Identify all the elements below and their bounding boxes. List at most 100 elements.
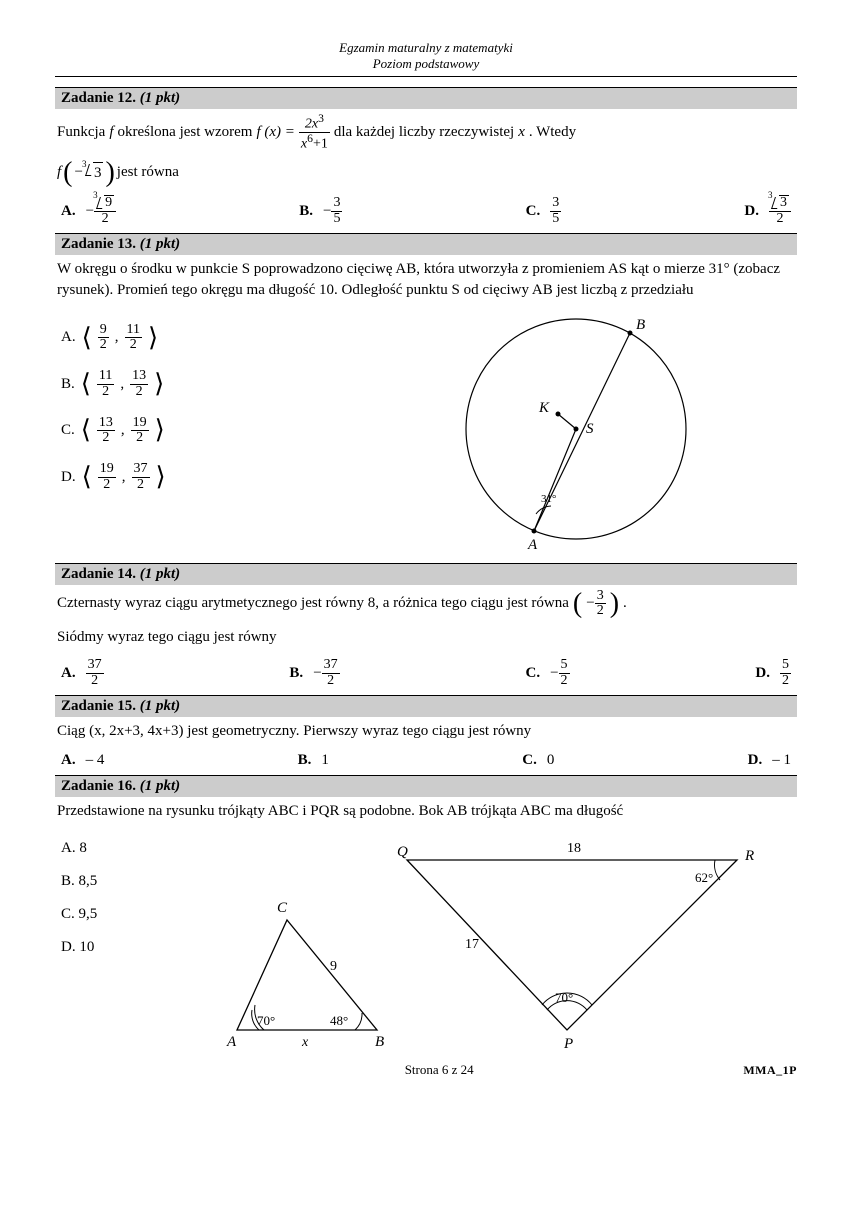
t15b: 1: [321, 752, 329, 769]
t12a-den: 2: [94, 212, 116, 227]
task12-body2: f ( − 3 3 ) jest równa: [55, 156, 797, 189]
page-header: Egzamin maturalny z matematyki Poziom po…: [55, 40, 797, 77]
task13-row: A. ⟨ 92 , 112 ⟩ B. ⟨ 112 , 132 ⟩ C. ⟨ 13…: [55, 305, 797, 563]
header-line1: Egzamin maturalny z matematyki: [55, 40, 797, 56]
t12-lhs: f (x) =: [256, 122, 294, 143]
t13-opt-c[interactable]: C. ⟨ 132 , 192 ⟩: [55, 408, 355, 454]
t12d-den: 2: [769, 212, 791, 227]
t12-f: f: [109, 122, 113, 143]
t13-opt-d[interactable]: D. ⟨ 192 , 372 ⟩: [55, 454, 355, 500]
task14-pts: (1 pkt): [140, 566, 180, 582]
task12-body: Funkcja f określona jest wzorem f (x) = …: [55, 109, 797, 157]
t16d: 10: [79, 939, 94, 955]
t12-arg-f: f: [57, 162, 61, 183]
t13d-d: 2: [132, 478, 150, 493]
t16-aa: 70°: [257, 1013, 275, 1028]
task16-title: Zadanie 16.: [61, 778, 136, 794]
t12-opt-d[interactable]: D. 332: [744, 195, 791, 226]
t15-opt-a[interactable]: A.– 4: [61, 752, 104, 769]
t12b-num: 3: [331, 196, 342, 212]
task13-diagram: A B S K 31°: [355, 305, 797, 563]
t12-txt-b: określona jest wzorem: [118, 122, 253, 143]
task13-text: W okręgu o środku w punkcie S poprowadzo…: [55, 255, 797, 305]
footer-center: Strona 6 z 24: [135, 1062, 743, 1078]
task16-head: Zadanie 16. (1 pkt): [55, 775, 797, 797]
t12-txt-a: Funkcja: [57, 122, 105, 143]
t16-P: P: [563, 1036, 573, 1050]
task14-text-b: Siódmy wyraz tego ciągu jest równy: [55, 623, 797, 652]
task15-options: A.– 4 B.1 C.0 D.– 1: [55, 746, 797, 775]
t13a-a: 9: [98, 323, 109, 339]
t12-opt-c[interactable]: C. 35: [526, 195, 562, 226]
t14-opt-d[interactable]: D. 52: [755, 658, 791, 688]
t13-angle: 31°: [541, 493, 556, 505]
task16-pts: (1 pkt): [140, 778, 180, 794]
t14-diff-n: 3: [595, 589, 606, 605]
task14-text: Czternasty wyraz ciągu arytmetycznego je…: [55, 585, 797, 623]
t12-arg-root: 3 3: [85, 162, 104, 184]
t13c-c: 19: [131, 416, 149, 432]
exam-page: Egzamin maturalny z matematyki Poziom po…: [55, 0, 797, 1098]
t13d-a: 19: [98, 462, 116, 478]
t14d-n: 5: [780, 658, 791, 674]
task15-head: Zadanie 15. (1 pkt): [55, 695, 797, 717]
t16-R: R: [744, 848, 754, 864]
t13-opt-b[interactable]: B. ⟨ 112 , 132 ⟩: [55, 361, 355, 407]
t13c-a: 13: [97, 416, 115, 432]
header-line2: Poziom podstawowy: [55, 56, 797, 72]
t12-txt-e: jest równa: [117, 162, 179, 183]
task14-head: Zadanie 14. (1 pkt): [55, 563, 797, 585]
t14-opt-b[interactable]: B. −372: [289, 658, 339, 688]
t12-root-idx: 3: [82, 158, 87, 171]
t12-formula-frac: 2x3 x6+1: [299, 113, 330, 153]
lparen2-icon: (: [573, 591, 582, 616]
t16-opt-c[interactable]: C. 9,5: [61, 898, 191, 931]
t14-diff-d: 2: [595, 604, 606, 619]
t12-num-sup: 3: [318, 112, 324, 125]
t12c-den: 5: [550, 212, 561, 227]
rparen2-icon: ): [610, 591, 619, 616]
t14-txt-a: Czternasty wyraz ciągu arytmetycznego je…: [57, 593, 569, 614]
t14c-n: 5: [559, 658, 570, 674]
t16-opt-a[interactable]: A. 8: [61, 832, 191, 865]
t12-x: x: [518, 122, 525, 143]
t16-ap: 70°: [555, 990, 573, 1005]
t13-opt-a[interactable]: A. ⟨ 92 , 112 ⟩: [55, 315, 355, 361]
t13b-d: 2: [130, 385, 148, 400]
task12-pts: (1 pkt): [140, 90, 180, 106]
t15-opt-c[interactable]: C.0: [522, 752, 554, 769]
t15-opt-d[interactable]: D.– 1: [748, 752, 791, 769]
t13d-c: 37: [132, 462, 150, 478]
t15a: – 4: [86, 752, 105, 769]
t16-cb: 9: [330, 959, 337, 974]
t12-num: 2x: [305, 116, 318, 131]
task15-text: Ciąg (x, 2x+3, 4x+3) jest geometryczny. …: [55, 717, 797, 746]
t14-opt-a[interactable]: A. 372: [61, 658, 104, 688]
t16-C: C: [277, 900, 288, 916]
t12-opt-b[interactable]: B. −35: [299, 195, 342, 226]
task13-head: Zadanie 13. (1 pkt): [55, 233, 797, 255]
t16-ab: 48°: [330, 1013, 348, 1028]
t16c: 9,5: [79, 906, 98, 922]
t12-root-rad: 3: [93, 162, 104, 184]
t16-opt-b[interactable]: B. 8,5: [61, 865, 191, 898]
t13a-c: 11: [125, 323, 142, 339]
task14-options: A. 372 B. −372 C. −52 D. 52: [55, 652, 797, 694]
t13c-b: 2: [97, 431, 115, 446]
t14-opt-c[interactable]: C. −52: [525, 658, 569, 688]
t16-qp: 17: [465, 937, 479, 952]
t14b-n: 37: [322, 658, 340, 674]
t14c-d: 2: [559, 674, 570, 689]
task15-pts: (1 pkt): [140, 698, 180, 714]
t14a-d: 2: [86, 674, 104, 689]
t16-opt-d[interactable]: D. 10: [61, 931, 191, 964]
t13-S: S: [586, 421, 594, 437]
t15d: – 1: [772, 752, 791, 769]
t13a-b: 2: [98, 338, 109, 353]
t15-opt-b[interactable]: B.1: [298, 752, 329, 769]
lparen-icon: (: [63, 160, 72, 185]
task16-row: A. 8 B. 8,5 C. 9,5 D. 10 Q R P 18 17 62°…: [55, 826, 797, 1054]
t16-A: A: [226, 1034, 237, 1050]
t12-opt-a[interactable]: A. −392: [61, 195, 116, 226]
t16-qr: 18: [567, 841, 581, 856]
